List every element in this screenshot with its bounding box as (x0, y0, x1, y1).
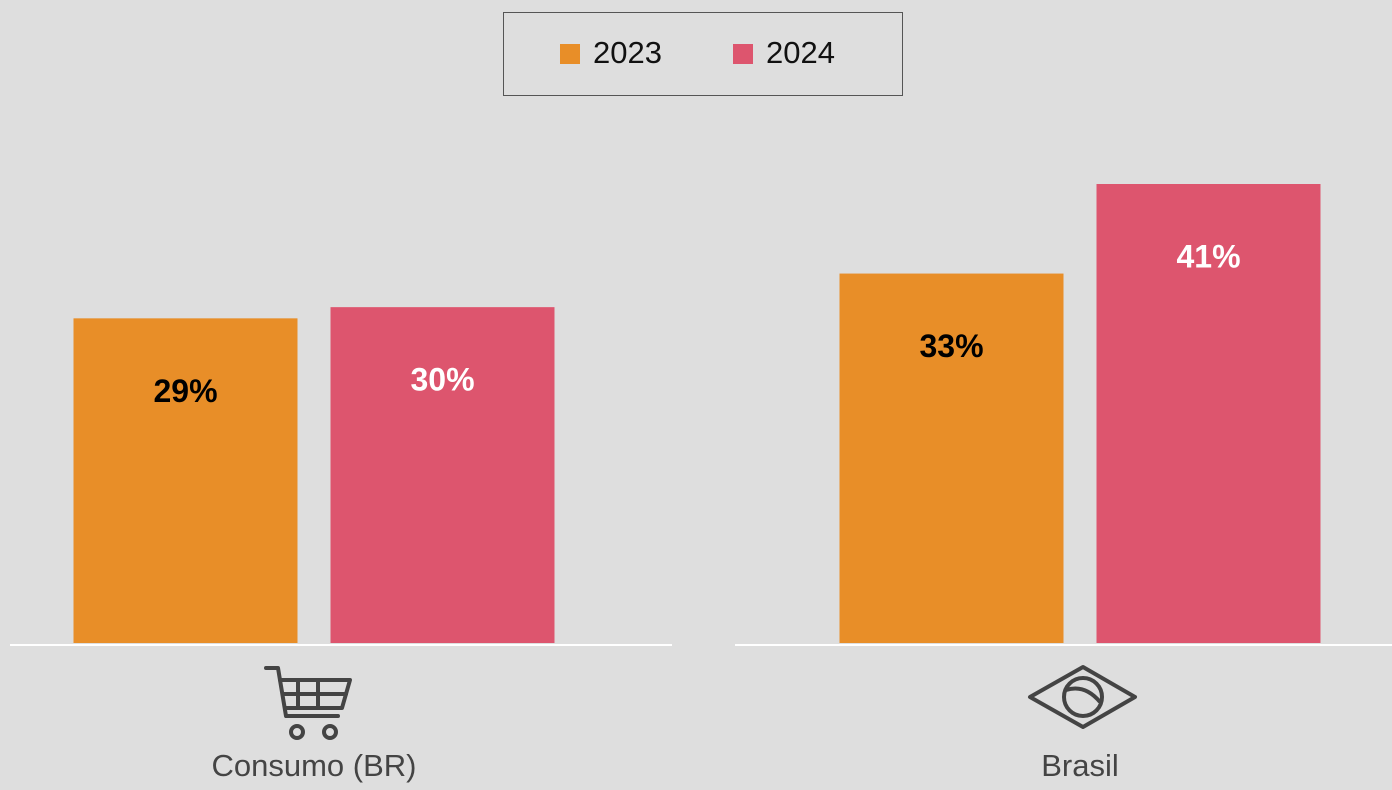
legend-box (503, 12, 903, 96)
bar (839, 273, 1064, 643)
legend-swatch (560, 44, 580, 64)
cart-icon (264, 666, 352, 740)
value-label: 29% (153, 373, 217, 409)
value-label: 41% (1176, 238, 1240, 274)
value-label: 33% (919, 328, 983, 364)
legend-label: 2024 (766, 35, 835, 70)
bar (330, 307, 555, 643)
value-label: 30% (410, 362, 474, 398)
legend-swatch (733, 44, 753, 64)
bar (1096, 184, 1321, 643)
x-tick-label: Brasil (1041, 748, 1119, 783)
legend-label: 2023 (593, 35, 662, 70)
bar (73, 318, 298, 643)
x-tick-label: Consumo (BR) (212, 748, 417, 783)
brazil-icon (1028, 665, 1137, 729)
